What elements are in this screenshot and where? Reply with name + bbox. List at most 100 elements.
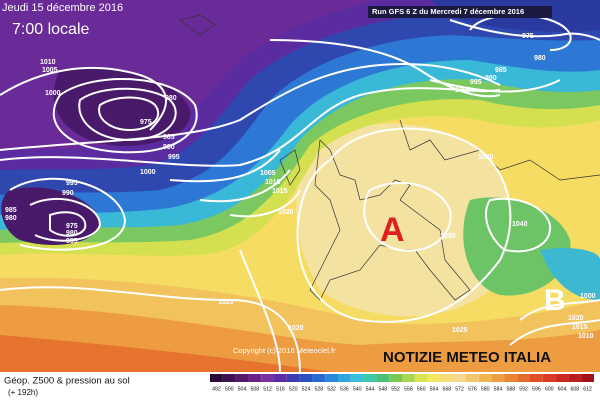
isobar-label: 1005 xyxy=(42,67,58,74)
scale-swatch xyxy=(466,374,479,382)
scale-swatch xyxy=(427,374,441,382)
isobar-label: 1010 xyxy=(40,59,56,66)
isobar-label: 980 xyxy=(5,215,17,222)
scale-swatch xyxy=(491,374,505,382)
scale-label: 548 xyxy=(378,386,387,392)
scale-swatch xyxy=(389,374,402,382)
scale-label: 564 xyxy=(430,386,439,392)
scale-swatch xyxy=(350,374,364,382)
scale-swatch xyxy=(453,374,466,382)
isobar-label: 975 xyxy=(140,119,152,126)
isobar-label: 985 xyxy=(495,67,507,74)
isobar-label: 1000 xyxy=(455,87,471,94)
isobar-label: 1000 xyxy=(45,90,61,97)
scale-label: 524 xyxy=(302,386,311,392)
scale-label: 612 xyxy=(583,386,592,392)
isobar-label: 985 xyxy=(5,207,17,214)
scale-label: 508 xyxy=(250,386,259,392)
scale-swatch xyxy=(261,374,274,382)
scale-swatch xyxy=(402,374,415,382)
scale-label: 520 xyxy=(289,386,298,392)
isobar-label: 1010 xyxy=(578,333,594,340)
isobar-label: 1020 xyxy=(288,325,304,332)
footer-title: Géop. Z500 & pression au sol xyxy=(4,376,130,387)
scale-label: 604 xyxy=(558,386,567,392)
scale-swatch xyxy=(530,374,543,382)
isobar-label: 1000 xyxy=(580,293,596,300)
low-pressure: B xyxy=(544,284,566,317)
run-box xyxy=(368,6,552,18)
isobar-label: 1030 xyxy=(478,154,494,161)
footer-range: (+ 192h) xyxy=(8,388,38,397)
scale-swatch xyxy=(274,374,287,382)
isobar-label: 1000 xyxy=(140,169,156,176)
isobar-label: 980 xyxy=(534,55,546,62)
isobar-label: 980 xyxy=(66,230,78,237)
isobar-label: 1020 xyxy=(568,315,584,322)
copyright: Copyright (c) 2016 Meteociel.fr xyxy=(233,346,336,355)
isobar-label: 990 xyxy=(62,190,74,197)
scale-label: 584 xyxy=(494,386,503,392)
isobar-label: 1005 xyxy=(260,170,276,177)
scale-label: 560 xyxy=(417,386,426,392)
scale-swatch xyxy=(440,374,454,382)
scale-label: 532 xyxy=(327,386,336,392)
isobar-label: 990 xyxy=(163,144,175,151)
isobar-label: 995 xyxy=(470,79,482,86)
scale-label: 572 xyxy=(455,386,464,392)
scale-swatch xyxy=(363,374,377,382)
scale-label: 540 xyxy=(353,386,362,392)
high-pressure: A xyxy=(380,211,405,249)
isobar-label: 995 xyxy=(66,180,78,187)
scale-swatch xyxy=(210,374,223,382)
scale-swatch xyxy=(235,374,249,382)
forecast-date: Jeudi 15 décembre 2016 xyxy=(2,2,123,14)
scale-swatch xyxy=(478,374,492,382)
isobar-label: 980 xyxy=(165,95,177,102)
scale-label: 600 xyxy=(545,386,554,392)
isobar-label: 1015 xyxy=(272,188,288,195)
scale-label: 512 xyxy=(263,386,272,392)
scale-label: 528 xyxy=(314,386,323,392)
scale-label: 536 xyxy=(340,386,349,392)
scale-swatch xyxy=(222,374,236,382)
scale-swatch xyxy=(312,374,326,382)
scale-label: 608 xyxy=(570,386,579,392)
scale-swatch xyxy=(568,374,582,382)
scale-swatch xyxy=(376,374,390,382)
scale-label: 500 xyxy=(225,386,234,392)
forecast-time: 7:00 locale xyxy=(12,21,89,38)
scale-label: 552 xyxy=(391,386,400,392)
scale-label: 504 xyxy=(238,386,247,392)
isobar-label: 1015 xyxy=(572,324,588,331)
scale-swatch xyxy=(542,374,556,382)
isobar-label: 1025 xyxy=(452,327,468,334)
scale-label: 568 xyxy=(442,386,451,392)
scale-label: 544 xyxy=(366,386,375,392)
isobar-label: 1035 xyxy=(440,233,456,240)
isobar-label: 990 xyxy=(485,75,497,82)
scale-swatch xyxy=(517,374,530,382)
isobar-label: 1025 xyxy=(218,299,234,306)
coastline xyxy=(279,149,301,186)
scale-swatch xyxy=(299,374,313,382)
scale-swatch xyxy=(248,374,262,382)
coastline xyxy=(179,14,216,36)
scale-swatch xyxy=(286,374,300,382)
isobar-label: 1020 xyxy=(278,209,294,216)
isobar-label: 985 xyxy=(66,238,78,245)
map-background xyxy=(0,0,600,372)
scale-swatch xyxy=(338,374,351,382)
isobar-label: 995 xyxy=(168,154,180,161)
run-info: Run GFS 6 Z du Mercredi 7 décembre 2016 xyxy=(372,7,524,16)
isobar-label: 985 xyxy=(163,134,175,141)
watermark: NOTIZIE METEO ITALIA xyxy=(383,349,551,366)
scale-label: 580 xyxy=(481,386,490,392)
isobar-label: 1010 xyxy=(265,179,281,186)
isobars xyxy=(0,13,600,372)
isobar-label: 975 xyxy=(66,223,78,230)
scale-label: 576 xyxy=(468,386,477,392)
scale-label: 556 xyxy=(404,386,413,392)
